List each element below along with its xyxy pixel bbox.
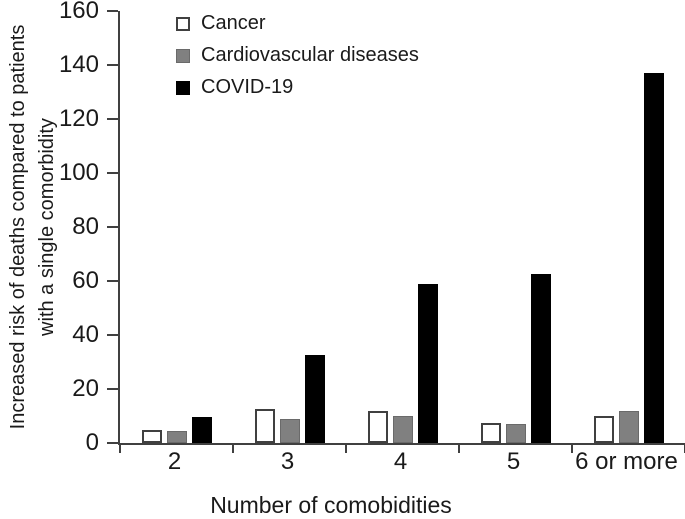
bar-covid-19-4 [417,283,438,443]
y-axis-tick [107,334,118,336]
bar-cancer-2 [141,429,162,443]
legend-label: COVID-19 [201,76,294,98]
x-axis-tick [119,445,121,453]
x-category-label: 5 [506,448,521,475]
bar-covid-19-5 [530,274,551,443]
legend: Cancer Cardiovascular diseases COVID-19 [176,12,419,109]
bar-cardiovascular-diseases-6-or-more [618,410,639,443]
legend-item-covid-19: COVID-19 [176,76,419,98]
x-axis-tick [458,445,460,453]
covid-19-swatch-icon [176,80,190,95]
bar-covid-19-3 [304,355,325,443]
y-axis-tick-label: 20 [72,375,99,402]
y-axis-tick [107,280,118,282]
legend-label: Cancer [201,12,266,34]
bar-group-6-or-more [572,11,685,443]
y-axis-tick-label: 60 [72,267,99,294]
bar-cardiovascular-diseases-4 [392,416,413,443]
y-axis-tick [107,442,118,444]
y-axis-tick-label: 160 [58,0,99,24]
x-axis-tick [345,445,347,453]
y-axis-title-line1: Increased risk of deaths compared to pat… [7,24,29,430]
y-axis-tick [107,118,118,120]
bar-cancer-4 [367,410,388,443]
legend-item-cardiovascular-diseases: Cardiovascular diseases [176,44,419,66]
y-axis-tick-label: 140 [58,51,99,78]
x-category-label: 4 [393,448,408,475]
bar-cancer-5 [480,422,501,443]
cancer-swatch-icon [176,16,190,31]
y-axis-tick-label: 40 [72,321,99,348]
legend-item-cancer: Cancer [176,12,419,34]
plot-area: 0 20 40 60 80 100 120 140 160 [59,0,685,456]
bar-group-2 [120,11,233,443]
y-axis-tick-label: 100 [58,159,99,186]
bar-group-4 [346,11,459,443]
cardiovascular-diseases-swatch-icon [176,48,190,63]
y-axis-tick-label: 120 [58,105,99,132]
y-axis-tick [107,172,118,174]
bar-cancer-3 [254,409,275,443]
bar-covid-19-2 [191,417,212,443]
x-category-label: 3 [280,448,295,475]
y-axis-tick-label: 80 [72,213,99,240]
y-axis-tick [107,64,118,66]
y-axis-tick-label: 0 [85,429,99,456]
x-category-label: 6 or more [575,448,678,475]
x-axis-tick [232,445,234,453]
bar-cardiovascular-diseases-2 [166,430,187,443]
bar-cardiovascular-diseases-3 [279,418,300,443]
bar-covid-19-6-or-more [643,73,664,443]
y-axis-tick [107,10,118,12]
x-axis-title: Number of comobidities [210,492,452,518]
bar-group-5 [459,11,572,443]
y-axis-tick [107,388,118,390]
bar-cancer-6-or-more [593,416,614,443]
x-category-label: 2 [167,448,182,475]
legend-label: Cardiovascular diseases [201,44,419,66]
x-axis-tick [571,445,573,453]
bar-cardiovascular-diseases-5 [505,424,526,443]
y-axis-tick [107,226,118,228]
bar-group-3 [233,11,346,443]
